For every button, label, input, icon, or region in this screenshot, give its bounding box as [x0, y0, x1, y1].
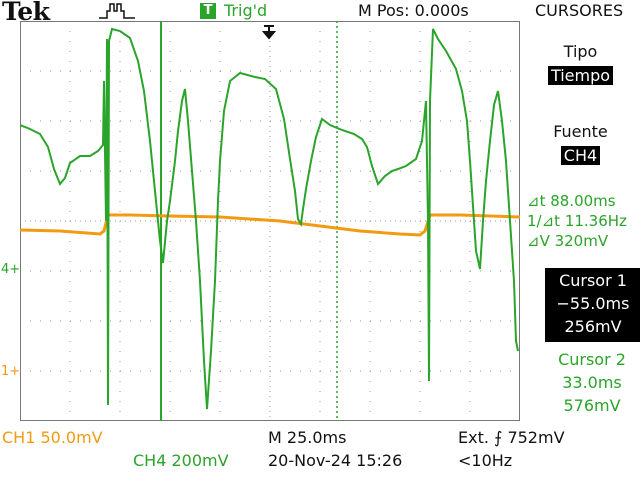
ch4-ground-marker: 4+ — [1, 262, 21, 277]
cursor-1-panel[interactable]: Cursor 1 −55.0ms 256mV — [545, 268, 640, 342]
waveform-display — [19, 21, 521, 421]
menu-title: CURSORES — [535, 1, 624, 20]
fuente-label: Fuente — [553, 122, 608, 141]
fuente-button[interactable]: CH4 — [521, 146, 640, 166]
trigger-position-icon — [262, 25, 276, 40]
graticule — [19, 21, 521, 421]
delta-time-readout: ⊿t 88.00ms — [527, 192, 616, 210]
date-time: 20-Nov-24 15:26 — [268, 451, 403, 470]
cursor-2-time: 33.0ms — [562, 373, 622, 392]
ch1-ground-marker: 1+ — [1, 364, 21, 379]
tipo-button[interactable]: Tiempo — [521, 66, 640, 86]
cursor-2-voltage: 576mV — [563, 396, 621, 415]
graticule-border — [20, 21, 520, 421]
timebase: M 25.0ms — [268, 428, 347, 447]
cursor-1-time: −55.0ms — [556, 294, 630, 313]
cursor-2-panel[interactable]: Cursor 2 33.0ms 576mV — [545, 348, 639, 417]
tipo-value: Tiempo — [547, 66, 614, 85]
trigger-badge: T — [200, 3, 216, 19]
cursor-1-title: Cursor 1 — [559, 271, 627, 290]
cursor-1-voltage: 256mV — [564, 317, 622, 336]
horizontal-position: M Pos: 0.000s — [358, 1, 469, 20]
tipo-label: Tipo — [563, 42, 598, 61]
inverse-delta-time-readout: 1/⊿t 11.36Hz — [527, 212, 627, 230]
trigger-level: Ext. ⨍ 752mV — [458, 428, 565, 447]
ch4-scale: CH4 200mV — [133, 451, 229, 470]
trigger-waveform-icon — [99, 3, 135, 19]
trigger-status: Trig'd — [224, 1, 268, 20]
ch1-scale: CH1 50.0mV — [2, 428, 103, 447]
trigger-frequency: <10Hz — [458, 451, 513, 470]
delta-voltage-readout: ⊿V 320mV — [527, 232, 609, 250]
cursor-2-title: Cursor 2 — [558, 350, 626, 369]
fuente-value: CH4 — [560, 146, 601, 165]
ch4-trace — [19, 27, 519, 410]
